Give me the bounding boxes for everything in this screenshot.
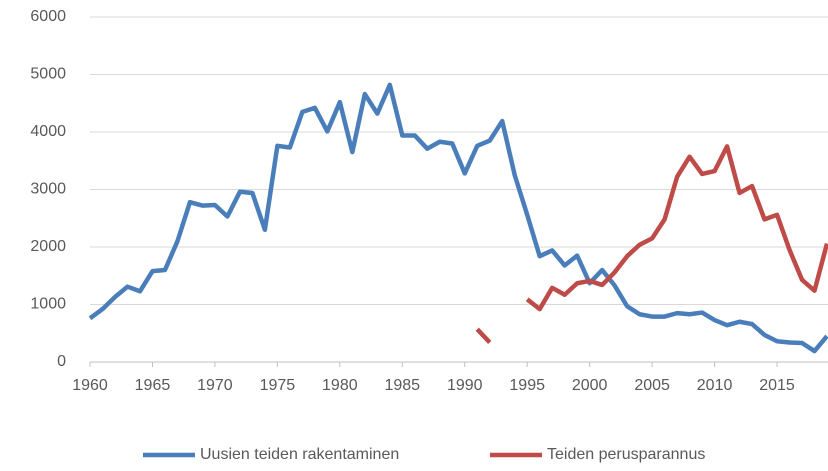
series-line xyxy=(475,144,828,344)
x-tick-label: 1985 xyxy=(384,377,420,394)
x-tick-label: 2000 xyxy=(572,377,608,394)
y-tick-label: 3000 xyxy=(30,181,66,198)
legend-label: Teiden perusparannus xyxy=(547,446,705,463)
x-tick-label: 1990 xyxy=(447,377,483,394)
x-tick-label: 2010 xyxy=(697,377,733,394)
legend-label: Uusien teiden rakentaminen xyxy=(200,446,399,463)
x-tick-label: 1975 xyxy=(260,377,296,394)
y-tick-label: 5000 xyxy=(30,66,66,83)
y-tick-label: 1000 xyxy=(30,296,66,313)
y-tick-label: 6000 xyxy=(30,8,66,25)
x-tick-label: 2015 xyxy=(759,377,795,394)
x-tick-label: 2005 xyxy=(634,377,670,394)
y-tick-label: 4000 xyxy=(30,123,66,140)
x-tick-label: 1995 xyxy=(509,377,545,394)
x-tick-label: 1960 xyxy=(72,377,108,394)
series-line xyxy=(88,82,828,354)
x-tick-label: 1980 xyxy=(322,377,358,394)
y-tick-label: 0 xyxy=(57,353,66,370)
x-tick-label: 1970 xyxy=(197,377,233,394)
x-tick-label: 1965 xyxy=(135,377,171,394)
y-tick-label: 2000 xyxy=(30,238,66,255)
